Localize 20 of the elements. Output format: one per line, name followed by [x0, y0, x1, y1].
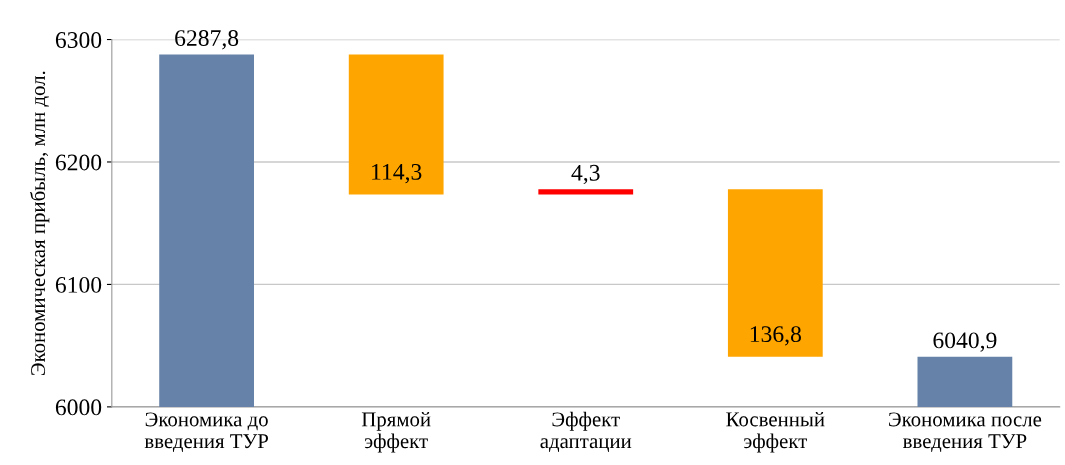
bar	[727, 189, 823, 357]
x-tick-label: Эффект адаптации	[540, 411, 632, 453]
y-tick-label: 6100	[55, 276, 102, 293]
x-tick-label: Прямой эффект	[361, 411, 431, 453]
x-tick-label: Косвенный эффект	[726, 411, 825, 453]
x-tick-label: Экономика до введения ТУР	[144, 412, 269, 453]
bar	[348, 54, 444, 195]
data-label: 6040,9	[933, 332, 997, 352]
data-label: 6287,8	[175, 30, 239, 50]
bar	[159, 54, 254, 407]
y-tick-label: 6000	[55, 399, 102, 416]
y-axis-title: Экономическая прибыль, млн дол.	[29, 71, 50, 376]
bar	[917, 356, 1013, 407]
y-tick-label: 6300	[55, 32, 102, 48]
x-tick-label: Экономика после введения ТУР	[889, 412, 1042, 453]
bar	[538, 189, 634, 195]
data-label: 4,3	[571, 164, 600, 185]
data-label: 136,8	[750, 326, 801, 346]
y-tick-label: 6200	[55, 154, 102, 171]
data-label: 114,3	[372, 163, 422, 184]
